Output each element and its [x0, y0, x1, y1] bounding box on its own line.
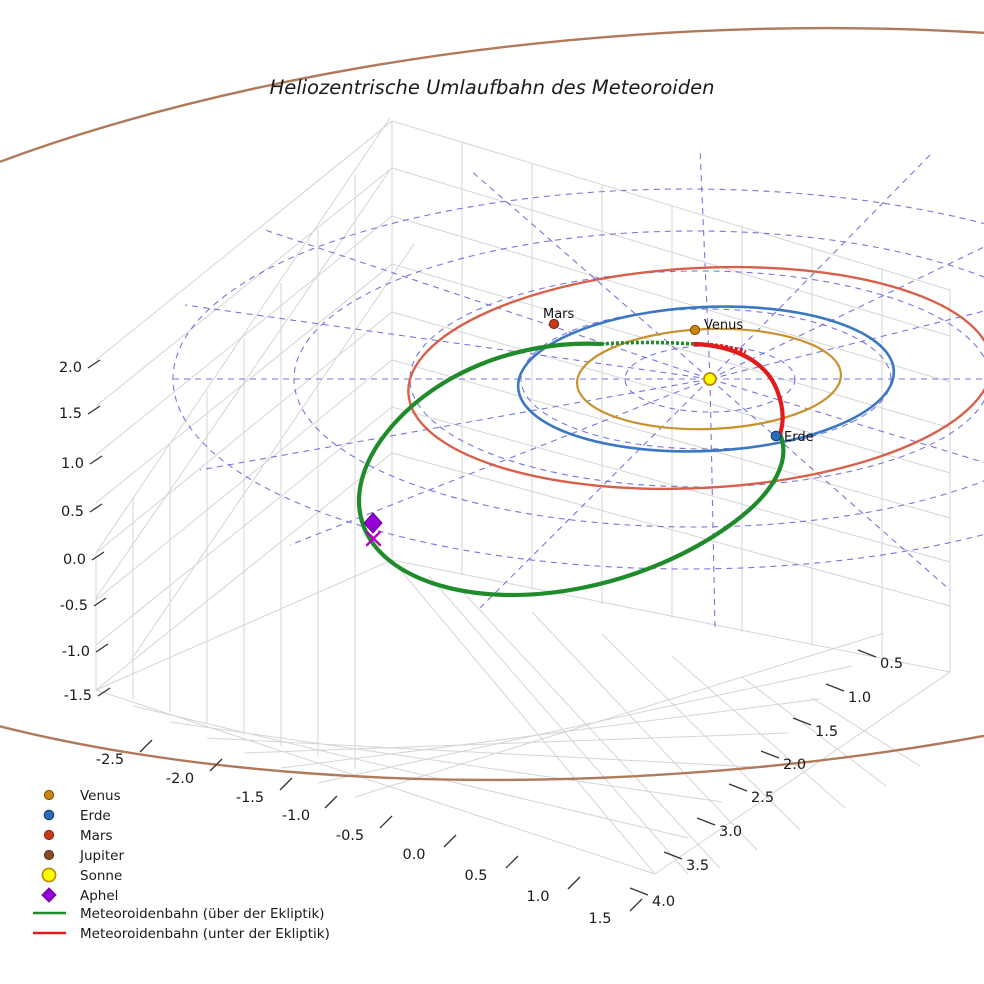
- venus-icon: [43, 789, 55, 801]
- z-tick-label: 1.0: [61, 456, 84, 472]
- orbit-jupiter: [0, 26, 984, 782]
- z-tick-label: -1.5: [64, 688, 92, 704]
- legend-label: Venus: [80, 788, 121, 804]
- legend-label: Mars: [80, 828, 113, 844]
- axis-ticks: [87, 359, 877, 912]
- x-tick-label: -2.0: [166, 771, 194, 787]
- z-tick-label: -0.5: [60, 598, 88, 614]
- aphel-icon: [41, 887, 57, 903]
- body-markers: [363, 318, 782, 547]
- erde-icon: [43, 809, 55, 821]
- marker-mars: [548, 318, 560, 330]
- x-tick-label: 1.0: [526, 889, 549, 905]
- point-label-erde: Erde: [784, 430, 814, 445]
- orbit-erde: [516, 305, 896, 453]
- z-tick-label: 0.0: [63, 552, 86, 568]
- legend-item-aphel[interactable]: Aphel: [41, 887, 118, 904]
- marker-sonne: [703, 372, 717, 386]
- y-tick-label: 3.5: [686, 858, 709, 874]
- x-tick-label: 0.0: [402, 847, 425, 863]
- marker-aphel: [363, 512, 383, 534]
- z-tick-label: 2.0: [59, 360, 82, 376]
- point-label-mars: Mars: [543, 307, 575, 322]
- z-tick-labels: 2.0 1.5 1.0 0.5 0.0 -0.5 -1.0 -1.5: [59, 360, 92, 704]
- x-tick-label: -1.0: [282, 808, 310, 824]
- y-tick-label: 2.0: [783, 757, 806, 773]
- polar-grid: [172, 147, 984, 629]
- legend-label: Aphel: [80, 888, 118, 904]
- legend-item-meteoroid-above[interactable]: Meteoroidenbahn (über der Ekliptik): [33, 906, 325, 922]
- legend-label: Meteoroidenbahn (über der Ekliptik): [80, 906, 325, 922]
- y-tick-label: 1.0: [848, 690, 871, 706]
- polar-spokes: [173, 147, 984, 629]
- jupiter-icon: [43, 849, 55, 861]
- pane-right: [391, 120, 951, 672]
- marker-aphel-projection: [365, 530, 382, 547]
- x-axis-ticks: [139, 739, 643, 912]
- z-tick-label: -1.0: [62, 644, 90, 660]
- axes-panes: [94, 117, 952, 875]
- y-tick-labels: 0.5 1.0 1.5 2.0 2.5 3.0 3.5 4.0: [652, 656, 903, 910]
- y-tick-label: 0.5: [880, 656, 903, 672]
- legend-item-meteoroid-below[interactable]: Meteoroidenbahn (unter der Ekliptik): [33, 926, 330, 942]
- legend: Venus Erde Mars Jupiter Sonne Aphel Mete…: [33, 788, 330, 942]
- page-title: Heliozentrische Umlaufbahn des Meteoroid…: [270, 76, 715, 99]
- sonne-icon: [41, 867, 57, 883]
- orbit-venus: [575, 327, 843, 431]
- z-axis-ticks: [87, 359, 111, 697]
- y-tick-label: 1.5: [815, 724, 838, 740]
- orbit-mars: [407, 265, 984, 491]
- legend-label: Jupiter: [79, 848, 124, 864]
- y-tick-label: 3.0: [719, 824, 742, 840]
- marker-erde: [770, 430, 782, 442]
- pane-floor: [94, 559, 952, 875]
- legend-label: Sonne: [80, 868, 122, 884]
- y-axis-ticks: [629, 649, 877, 896]
- y-tick-label: 2.5: [751, 790, 774, 806]
- legend-item-jupiter[interactable]: Jupiter: [43, 848, 124, 864]
- legend-item-venus[interactable]: Venus: [43, 788, 121, 804]
- x-tick-label: 0.5: [464, 868, 487, 884]
- z-tick-label: 0.5: [61, 504, 84, 520]
- x-tick-label: -0.5: [336, 828, 364, 844]
- pane-left: [95, 117, 415, 769]
- y-tick-label: 4.0: [652, 894, 675, 910]
- orbit-meteoroid-below: [692, 341, 785, 437]
- point-label-venus: Venus: [704, 318, 743, 333]
- marker-venus: [689, 324, 701, 336]
- x-tick-labels: -2.5 -2.0 -1.5 -1.0 -0.5 0.0 0.5 1.0 1.5: [96, 752, 612, 927]
- legend-item-erde[interactable]: Erde: [43, 808, 111, 824]
- z-tick-label: 1.5: [59, 406, 82, 422]
- legend-label: Meteoroidenbahn (unter der Ekliptik): [80, 926, 330, 942]
- legend-item-mars[interactable]: Mars: [43, 828, 113, 844]
- legend-label: Erde: [80, 808, 111, 824]
- legend-item-sonne[interactable]: Sonne: [41, 867, 122, 884]
- point-labels: Mars Venus Erde: [543, 307, 814, 445]
- x-tick-label: -1.5: [236, 790, 264, 806]
- x-tick-label: -2.5: [96, 752, 124, 768]
- mars-icon: [43, 829, 55, 841]
- x-tick-label: 1.5: [588, 911, 611, 927]
- orbit-meteoroid-above: [357, 340, 786, 598]
